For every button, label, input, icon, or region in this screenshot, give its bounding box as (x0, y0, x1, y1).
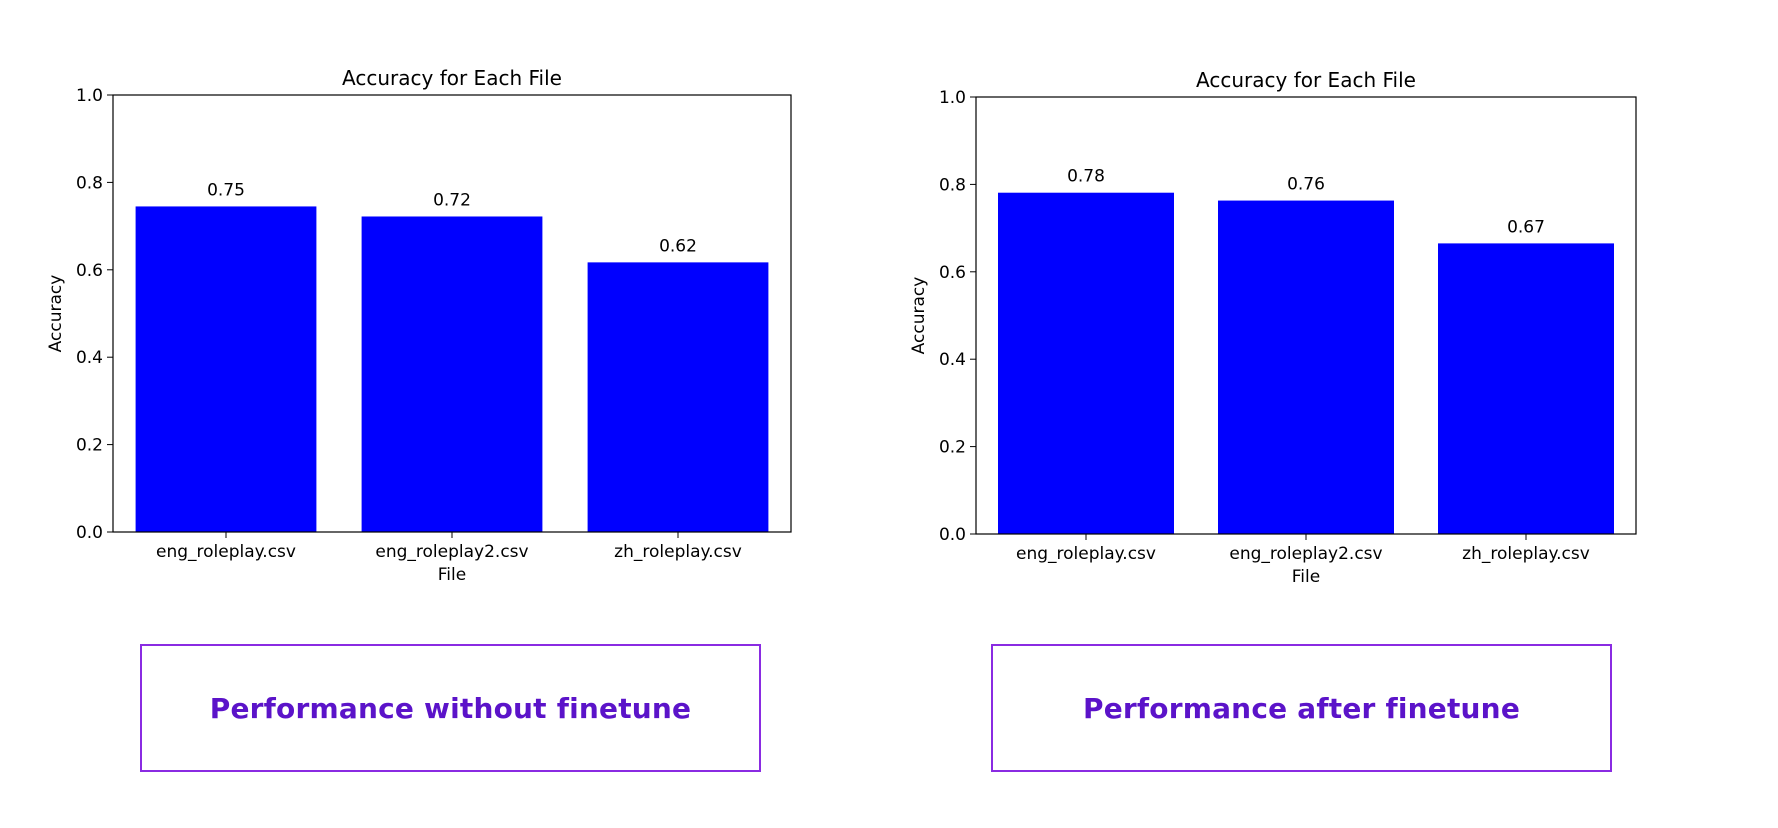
x-axis-label: File (438, 565, 466, 585)
chart-title: Accuracy for Each File (342, 66, 562, 90)
y-axis-label: Accuracy (909, 277, 929, 355)
chart-after-finetune: 0.78 eng_roleplay.csv 0.76 eng_roleplay2.cs… (909, 68, 1637, 587)
bar (361, 216, 543, 532)
data-label: 0.72 (433, 190, 471, 210)
bar (1218, 200, 1394, 534)
x-axis-label: File (1292, 567, 1320, 587)
caption-after-finetune: Performance after finetune (1082, 691, 1521, 725)
y-tick-label: 0.2 (76, 436, 103, 456)
bar (998, 192, 1174, 534)
bar (1438, 243, 1614, 534)
caption-after-finetune-box: Performance after finetune (991, 644, 1612, 772)
caption-without-finetune-box: Performance without finetune (140, 644, 761, 772)
y-tick-label: 0.0 (939, 525, 966, 545)
y-tick-label: 1.0 (76, 86, 103, 106)
data-label: 0.67 (1507, 217, 1545, 237)
x-tick-label: zh_roleplay.csv (614, 542, 742, 562)
y-tick-label: 0.6 (939, 263, 966, 283)
y-axis-label: Accuracy (46, 275, 66, 353)
y-tick-label: 0.6 (76, 261, 103, 281)
x-tick-label: eng_roleplay.csv (1016, 544, 1156, 564)
data-label: 0.76 (1287, 175, 1325, 195)
x-tick-label: eng_roleplay.csv (156, 542, 296, 562)
caption-without-finetune: Performance without finetune (209, 691, 692, 725)
bar (135, 206, 317, 532)
chart-without-finetune: 0.75 eng_roleplay.csv 0.72 eng_roleplay2.cs… (46, 66, 792, 585)
plot-frame (975, 96, 1637, 535)
x-tick-label: zh_roleplay.csv (1462, 544, 1590, 564)
y-tick-label: 0.4 (939, 350, 966, 370)
plot-frame (112, 94, 792, 533)
y-tick-label: 0.8 (76, 173, 103, 193)
x-tick-label: eng_roleplay2.csv (1229, 544, 1382, 564)
chart-title: Accuracy for Each File (1196, 68, 1416, 92)
y-tick-label: 0.2 (939, 438, 966, 458)
data-label: 0.78 (1067, 167, 1105, 187)
bar (587, 262, 769, 532)
y-tick-label: 1.0 (939, 88, 966, 108)
data-label: 0.62 (659, 236, 697, 256)
y-tick-label: 0.4 (76, 348, 103, 368)
y-tick-label: 0.0 (76, 523, 103, 543)
data-label: 0.75 (207, 180, 245, 200)
y-tick-label: 0.8 (939, 175, 966, 195)
x-tick-label: eng_roleplay2.csv (375, 542, 528, 562)
